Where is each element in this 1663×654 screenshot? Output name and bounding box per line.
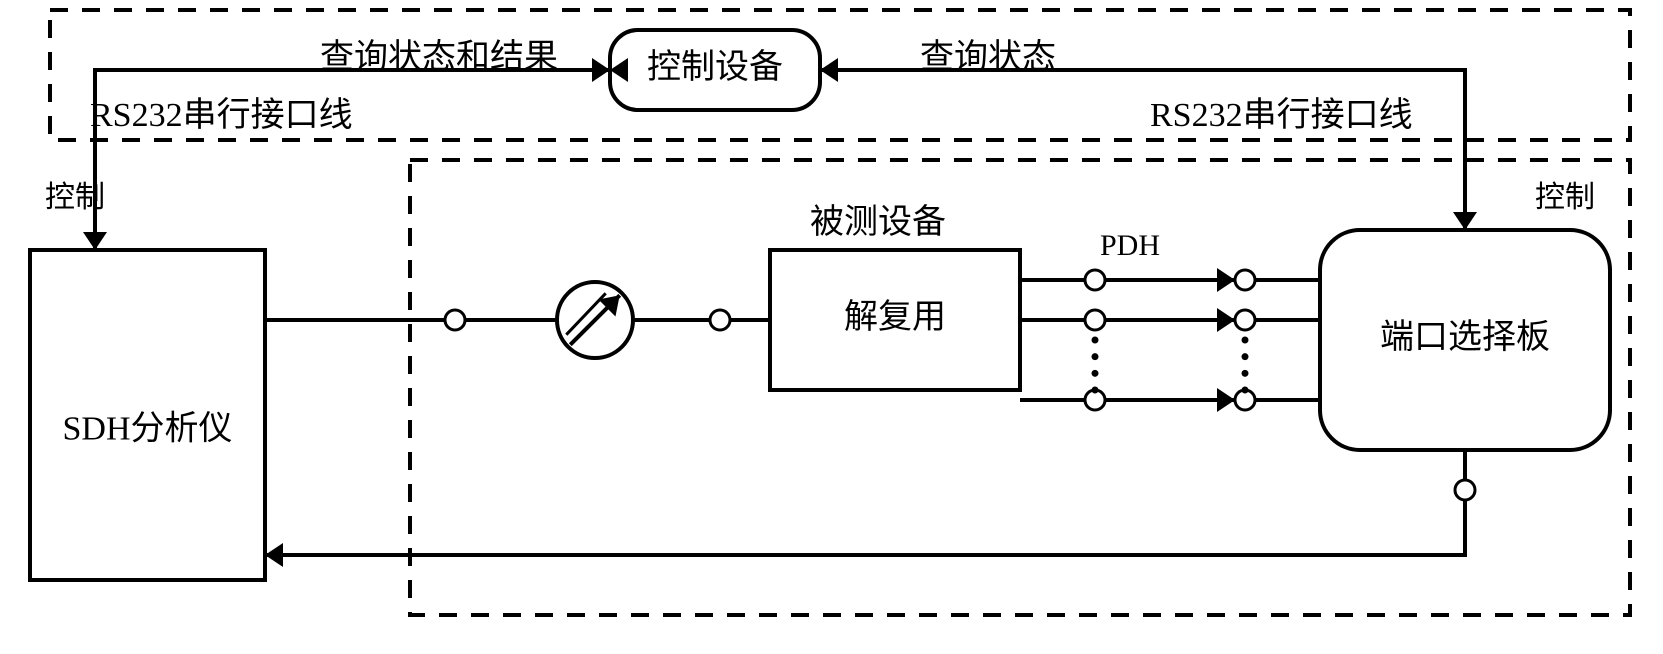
vdots [1242, 370, 1249, 377]
port-dot [710, 310, 730, 330]
port-select-label: 端口选择板 [1380, 318, 1550, 356]
sdh-analyzer-label: SDH分析仪 [62, 409, 232, 447]
port-dot [1085, 310, 1105, 330]
arrow-head [265, 543, 283, 567]
arrow-head [820, 58, 838, 82]
arrow-head [1217, 308, 1235, 332]
port-dot [445, 310, 465, 330]
label-rs232-right: RS232串行接口线 [1150, 96, 1413, 134]
port-dot [1455, 480, 1475, 500]
feedback [265, 500, 1465, 555]
arrow-head [1217, 268, 1235, 292]
label-control-left: 控制 [45, 181, 105, 214]
vdots [1092, 337, 1099, 344]
vdots [1092, 387, 1099, 394]
demux-label: 解复用 [844, 298, 946, 336]
vdots [1092, 353, 1099, 360]
label-query-status-result: 查询状态和结果 [320, 38, 558, 76]
port-dot [1085, 270, 1105, 290]
label-dut: 被测设备 [810, 203, 946, 241]
control-device-label: 控制设备 [647, 48, 783, 86]
label-query-status: 查询状态 [920, 38, 1056, 76]
label-control-right: 控制 [1535, 181, 1595, 214]
label-pdh: PDH [1100, 229, 1160, 262]
arrow-head [1217, 388, 1235, 412]
vdots [1092, 370, 1099, 377]
arrow-head [592, 58, 610, 82]
arrow-head [1453, 212, 1477, 230]
vdots [1242, 387, 1249, 394]
arrow-head [83, 232, 107, 250]
port-dot [1235, 310, 1255, 330]
vdots [1242, 353, 1249, 360]
vdots [1242, 337, 1249, 344]
label-rs232-left: RS232串行接口线 [90, 96, 353, 134]
port-dot [1235, 270, 1255, 290]
